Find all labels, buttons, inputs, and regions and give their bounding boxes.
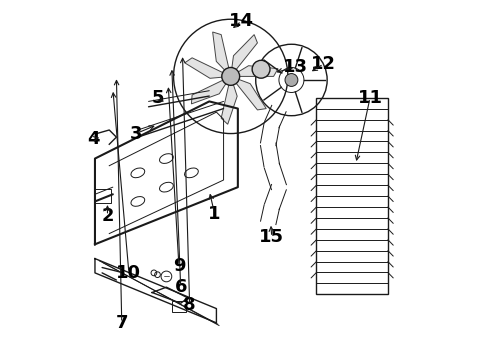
Text: 2: 2 — [101, 207, 114, 225]
Bar — [172, 301, 186, 312]
Text: 10: 10 — [117, 264, 142, 282]
Circle shape — [285, 73, 298, 86]
Text: 6: 6 — [174, 278, 187, 296]
Text: 3: 3 — [130, 125, 142, 143]
Circle shape — [222, 67, 240, 85]
Polygon shape — [231, 35, 257, 76]
Text: 5: 5 — [151, 89, 164, 107]
Polygon shape — [231, 66, 278, 76]
Polygon shape — [213, 32, 231, 76]
Text: 1: 1 — [208, 205, 221, 223]
Text: 4: 4 — [87, 130, 99, 148]
Polygon shape — [221, 76, 237, 124]
Text: 13: 13 — [283, 58, 308, 76]
Polygon shape — [185, 58, 231, 78]
Polygon shape — [192, 76, 231, 104]
Text: 15: 15 — [259, 228, 284, 246]
Text: 14: 14 — [229, 12, 254, 30]
Text: 8: 8 — [183, 296, 196, 314]
Text: 7: 7 — [116, 314, 128, 332]
Bar — [95, 189, 111, 203]
Circle shape — [252, 60, 270, 78]
Text: 11: 11 — [358, 89, 383, 107]
Text: 9: 9 — [172, 257, 185, 275]
Polygon shape — [231, 76, 266, 110]
Text: 12: 12 — [311, 55, 336, 73]
